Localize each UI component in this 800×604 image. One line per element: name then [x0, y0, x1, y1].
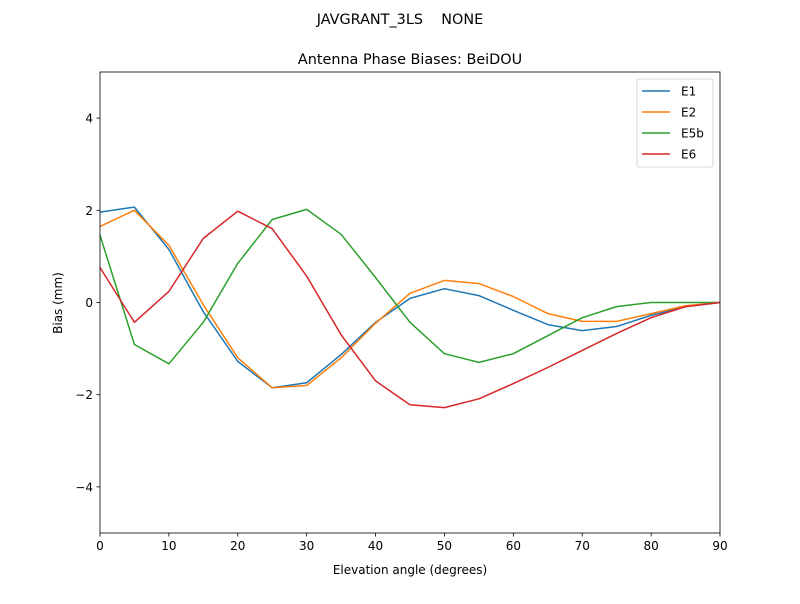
x-tick-label: 30 [299, 539, 314, 553]
x-tick-label: 20 [230, 539, 245, 553]
suptitle: JAVGRANT_3LS NONE [316, 12, 483, 28]
x-tick-label: 90 [712, 539, 727, 553]
x-tick-label: 70 [575, 539, 590, 553]
chart-title: Antenna Phase Biases: BeiDOU [298, 52, 522, 68]
series-line-E1 [99, 206, 721, 389]
plot-area [99, 206, 721, 409]
legend: E1 E2 E5b E6 [636, 78, 714, 168]
series-line-E5b [99, 208, 720, 365]
y-tick-label: 0 [85, 296, 93, 310]
x-tick-label: 10 [161, 539, 176, 553]
legend-label-E6: E6 [681, 148, 696, 162]
x-tick-label: 0 [96, 539, 104, 553]
series-line-E6 [99, 210, 721, 409]
x-tick-label: 50 [437, 539, 452, 553]
x-tick-label: 80 [643, 539, 658, 553]
x-tick-label: 40 [368, 539, 383, 553]
y-tick-label: 4 [85, 112, 93, 126]
legend-label-E1: E1 [681, 85, 696, 99]
y-tick-label: −2 [75, 388, 93, 402]
ticks: 0 10 20 30 40 50 60 70 80 90 −4 −2 0 2 4 [75, 112, 727, 553]
legend-box [636, 78, 714, 168]
y-tick-label: −4 [75, 480, 93, 494]
x-tick-label: 60 [506, 539, 521, 553]
series-line-E2 [99, 209, 721, 389]
legend-label-E2: E2 [681, 106, 696, 120]
axes-frame [99, 71, 721, 534]
y-tick-label: 2 [85, 204, 93, 218]
x-axis-label: Elevation angle (degrees) [333, 563, 487, 577]
y-axis-label: Bias (mm) [51, 272, 65, 334]
legend-label-E5b: E5b [681, 127, 704, 141]
